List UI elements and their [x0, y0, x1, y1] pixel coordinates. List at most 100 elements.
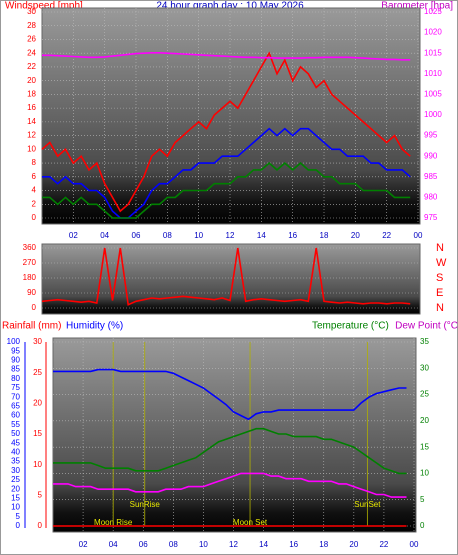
x-tick-label: 08 — [163, 231, 172, 240]
y-tick-label: 22 — [27, 62, 36, 71]
y-tick-label: 90 — [27, 288, 36, 297]
x-tick-label: 18 — [320, 231, 329, 240]
y-tick-label: 70 — [11, 392, 20, 401]
y-tick-label: 60 — [11, 411, 20, 420]
y-tick-label: 15 — [33, 429, 42, 438]
y-tick-label: 20 — [420, 416, 429, 425]
x-tick-label: 14 — [257, 231, 266, 240]
y-tick-label: 10 — [27, 144, 36, 153]
series-line — [53, 368, 407, 421]
x-tick-label: 18 — [319, 540, 328, 549]
y-tick-label: 10 — [33, 460, 42, 469]
y-tick-label: 90 — [11, 356, 20, 365]
x-tick-label: 22 — [382, 231, 391, 240]
y-tick-label: 1015 — [424, 48, 442, 57]
y-tick-label: 15 — [420, 442, 429, 451]
y-tick-label: 5 — [38, 490, 43, 499]
y-tick-label: 975 — [424, 213, 438, 222]
y-tick-label: 30 — [420, 363, 429, 372]
y-tick-label: 16 — [27, 103, 36, 112]
x-tick-label: 02 — [79, 540, 88, 549]
x-tick-label: 04 — [100, 231, 109, 240]
y-tick-label: 0 — [38, 521, 43, 530]
x-tick-label: 14 — [259, 540, 268, 549]
y-tick-label: 1005 — [424, 90, 442, 99]
y-tick-label: 995 — [424, 131, 438, 140]
x-tick-label: 22 — [379, 540, 388, 549]
x-tick-label: 12 — [226, 231, 235, 240]
series-line — [53, 427, 407, 475]
x-tick-label: 20 — [349, 540, 358, 549]
y-tick-label: 95 — [11, 346, 20, 355]
series-line — [53, 472, 407, 498]
y-tick-label: 30 — [33, 337, 42, 346]
y-tick-label: 360 — [23, 243, 37, 252]
y-tick-label: 990 — [424, 151, 438, 160]
y-tick-label: 30 — [11, 466, 20, 475]
y-tick-label: 45 — [11, 438, 20, 447]
y-tick-label: 985 — [424, 172, 438, 181]
x-tick-label: 08 — [169, 540, 178, 549]
y-tick-label: 1020 — [424, 28, 442, 37]
y-tick-label: 2 — [32, 199, 37, 208]
y-tick-label: 24 — [27, 48, 36, 57]
y-tick-label: 10 — [11, 503, 20, 512]
x-tick-label: 06 — [139, 540, 148, 549]
y-tick-label: 12 — [27, 131, 36, 140]
y-tick-label: 65 — [11, 402, 20, 411]
y-tick-label: 25 — [420, 390, 429, 399]
y-tick-label: 270 — [23, 258, 37, 267]
series-line — [41, 247, 411, 306]
y-tick-label: 0 — [420, 521, 425, 530]
y-tick-label: E — [436, 287, 443, 299]
x-tick-label: 00 — [414, 231, 423, 240]
y-tick-label: 980 — [424, 193, 438, 202]
plot-area — [41, 243, 421, 315]
y-tick-label: 1025 — [424, 7, 442, 16]
temp-axis-title: Temperature (°C) — [312, 321, 389, 332]
series-line — [41, 51, 411, 213]
y-tick-label: 8 — [32, 158, 37, 167]
series-line — [42, 162, 411, 219]
rain-axis-title: Rainfall (mm) — [2, 321, 61, 332]
x-tick-label: 02 — [69, 231, 78, 240]
y-tick-label: 26 — [27, 35, 36, 44]
y-tick-label: 4 — [32, 186, 37, 195]
chart-title: 24 hour graph day : 10 May 2026 — [156, 1, 304, 12]
y-tick-label: 0 — [32, 303, 37, 312]
y-tick-label: 10 — [420, 469, 429, 478]
x-tick-label: 06 — [132, 231, 141, 240]
y2-axis-title: Barometer [hpa] — [381, 1, 453, 12]
annotation: SunRise — [130, 500, 161, 509]
y-tick-label: 20 — [11, 484, 20, 493]
y-tick-label: 75 — [11, 383, 20, 392]
y-tick-label: W — [436, 257, 447, 269]
annotation: Moon Rise — [94, 518, 133, 527]
y-tick-label: N — [436, 302, 444, 314]
y-tick-label: 5 — [420, 495, 425, 504]
y-tick-label: 100 — [7, 337, 21, 346]
y-tick-label: 180 — [23, 273, 37, 282]
y-tick-label: 6 — [32, 172, 37, 181]
y-tick-label: 80 — [11, 374, 20, 383]
y-tick-label: N — [436, 242, 444, 254]
y-tick-label: 5 — [16, 512, 21, 521]
annotation: SunSet — [354, 500, 381, 509]
y-tick-label: 25 — [33, 368, 42, 377]
y-tick-label: 28 — [27, 21, 36, 30]
x-tick-label: 10 — [194, 231, 203, 240]
y-tick-label: 1010 — [424, 69, 442, 78]
dew-axis-title: Dew Point (°C — [395, 321, 458, 332]
humidity-axis-title: Humidity (%) — [66, 321, 123, 332]
y-tick-label: 20 — [33, 398, 42, 407]
y-tick-label: 25 — [11, 475, 20, 484]
y-tick-label: 20 — [27, 76, 36, 85]
annotation: Moon Set — [233, 518, 268, 527]
y-tick-label: 14 — [27, 117, 36, 126]
x-tick-label: 20 — [351, 231, 360, 240]
y-tick-label: 35 — [420, 337, 429, 346]
x-tick-label: 16 — [288, 231, 297, 240]
y-tick-label: 50 — [11, 429, 20, 438]
y-tick-label: 0 — [32, 213, 37, 222]
y-tick-label: S — [436, 272, 443, 284]
